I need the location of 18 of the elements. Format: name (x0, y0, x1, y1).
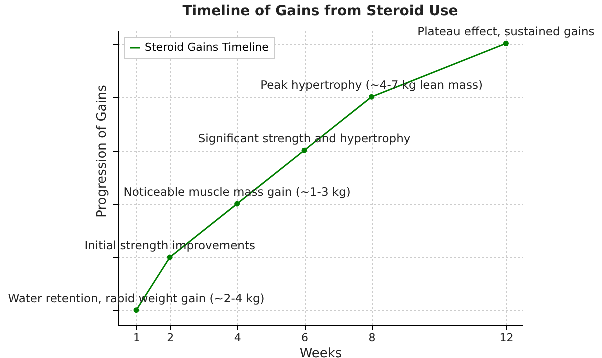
point (369, 94, 374, 100)
point (167, 254, 173, 260)
annotation: Plateau effect, sustained gains (418, 24, 595, 39)
x-tick-label: 12 (500, 332, 514, 344)
point (234, 201, 240, 207)
annotation: Peak hypertrophy (~4-7 kg lean mass) (260, 78, 483, 92)
x-axis-title: Weeks (300, 346, 342, 358)
point (134, 308, 140, 314)
x-tick-label: 6 (302, 332, 309, 344)
x-tick-label: 1 (133, 332, 140, 344)
x-tick-label: 4 (234, 332, 242, 344)
y-axis-title: Progression of Gains (95, 84, 110, 218)
chart-title: Timeline of Gains from Steroid Use (182, 4, 458, 20)
x-tick-label: 8 (368, 332, 376, 344)
legend-label: Steroid Gains Timeline (145, 41, 270, 54)
point (302, 148, 308, 154)
x-tick-label: 2 (167, 332, 174, 344)
point (503, 40, 509, 46)
